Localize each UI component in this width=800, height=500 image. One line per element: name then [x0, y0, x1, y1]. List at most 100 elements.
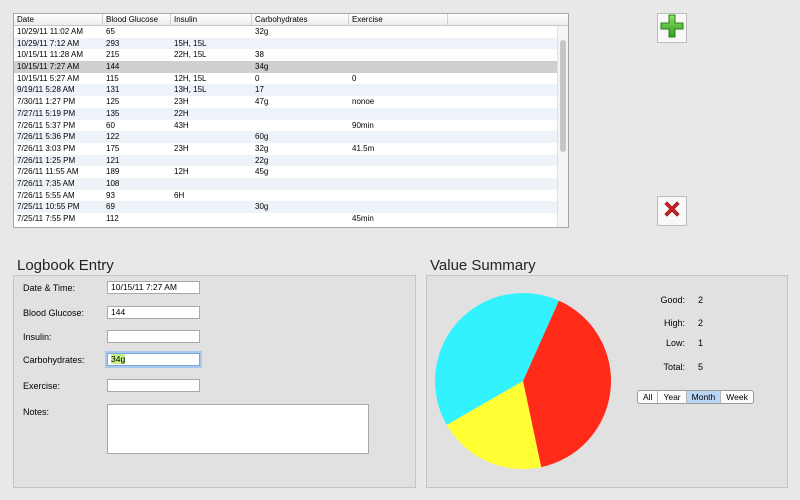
- blood-glucose-field[interactable]: 144: [107, 306, 200, 319]
- table-row[interactable]: 7/26/11 5:36 PM 122 60g: [14, 131, 558, 143]
- scrollbar-thumb[interactable]: [560, 40, 566, 152]
- table-cell: [349, 131, 448, 143]
- table-cell: 23H: [174, 97, 189, 107]
- table-row[interactable]: 7/25/11 7:55 PM 112 45min: [14, 213, 558, 225]
- table-cell: [171, 178, 252, 190]
- table-cell: 15H, 15L: [174, 38, 207, 48]
- table-cell: 34g: [255, 62, 269, 72]
- vertical-scrollbar[interactable]: [557, 26, 568, 227]
- good-label: Good:: [660, 295, 685, 305]
- logbook-table[interactable]: Date Blood Glucose Insulin Carbohydrates…: [13, 13, 569, 228]
- table-cell: 0: [352, 73, 357, 83]
- table-cell: 9/19/11 5:28 AM: [17, 85, 75, 95]
- total-value: 5: [698, 362, 704, 372]
- table-cell: 108: [106, 178, 120, 188]
- table-cell: [349, 84, 448, 96]
- table-cell: 38: [255, 50, 264, 60]
- table-cell: 0: [255, 73, 260, 83]
- table-row[interactable]: 7/27/11 5:19 PM 135 22H: [14, 107, 558, 120]
- exercise-field[interactable]: [107, 379, 200, 392]
- table-cell: 7/26/11 7:35 AM: [17, 178, 75, 188]
- table-cell: [171, 213, 252, 225]
- exercise-label: Exercise:: [23, 381, 61, 391]
- table-row[interactable]: 7/26/11 3:03 PM 175 23H 32g 41.5m: [14, 143, 558, 155]
- range-week-button[interactable]: Week: [726, 392, 748, 402]
- table-row[interactable]: 10/15/11 7:27 AM 144 34g: [14, 61, 558, 73]
- add-entry-button[interactable]: [657, 13, 687, 43]
- insulin-label: Insulin:: [23, 332, 52, 342]
- table-cell: 32g: [255, 143, 269, 153]
- pie-slice-0: [523, 300, 611, 468]
- column-header-insulin[interactable]: Insulin: [171, 14, 252, 25]
- table-row[interactable]: 7/26/11 1:25 PM 121 22g: [14, 154, 558, 167]
- table-cell: 45g: [255, 167, 269, 177]
- table-cell: 30g: [255, 202, 269, 212]
- column-header-date[interactable]: Date: [14, 14, 103, 25]
- table-cell: 122: [106, 132, 120, 142]
- table-row[interactable]: 7/25/11 10:55 PM 69 30g: [14, 201, 558, 213]
- table-row[interactable]: 7/26/11 5:55 AM 93 6H: [14, 190, 558, 202]
- logbook-entry-panel: Date & Time: 10/15/11 7:27 AM Blood Gluc…: [13, 275, 416, 488]
- table-cell: [252, 108, 349, 120]
- column-header-carbohydrates[interactable]: Carbohydrates: [252, 14, 349, 25]
- table-cell: [171, 131, 252, 143]
- table-cell: [349, 49, 448, 61]
- table-cell: [349, 155, 448, 167]
- table-cell: 135: [106, 108, 120, 118]
- table-row[interactable]: 7/26/11 5:37 PM 60 43H 90min: [14, 120, 558, 132]
- delete-entry-button[interactable]: [657, 196, 687, 226]
- table-cell: 144: [106, 62, 120, 72]
- high-value: 2: [698, 318, 704, 328]
- column-header-exercise[interactable]: Exercise: [349, 14, 448, 25]
- table-cell: 60g: [255, 132, 269, 142]
- pie-slice-2: [435, 293, 559, 425]
- table-cell: 7/26/11 11:55 AM: [17, 167, 79, 177]
- range-year-button[interactable]: Year: [658, 391, 687, 403]
- notes-field[interactable]: [107, 404, 369, 454]
- table-cell: 45min: [352, 214, 374, 223]
- table-cell: [252, 190, 349, 202]
- table-cell: 65: [106, 27, 115, 36]
- table-cell: nonoe: [352, 97, 375, 107]
- column-header-blood-glucose[interactable]: Blood Glucose: [103, 14, 171, 25]
- table-cell: [252, 38, 349, 50]
- table-cell: [171, 201, 252, 213]
- insulin-field[interactable]: [107, 330, 200, 343]
- notes-label: Notes:: [23, 407, 50, 417]
- table-cell: [349, 166, 448, 178]
- table-row[interactable]: 9/19/11 5:28 AM 131 13H, 15L 17: [14, 84, 558, 97]
- table-row[interactable]: 10/15/11 11:28 AM 215 22H, 15L 38: [14, 49, 558, 61]
- carbohydrates-field[interactable]: 34g: [107, 353, 200, 366]
- table-body: 10/29/11 11:02 AM 65 32g 10/29/11 7:12 AM 29…: [14, 26, 558, 225]
- table-cell: 17: [255, 85, 264, 95]
- value-summary-title: Value Summary: [430, 257, 536, 274]
- table-cell: 215: [106, 50, 120, 60]
- table-row[interactable]: 7/26/11 7:35 AM 108: [14, 177, 558, 190]
- plus-icon: [660, 14, 684, 43]
- table-row[interactable]: 7/26/11 11:55 AM 189 12H 45g: [14, 166, 558, 178]
- low-label: Low:: [665, 338, 685, 348]
- date-time-field[interactable]: 10/15/11 7:27 AM: [107, 281, 200, 294]
- value-summary-panel: Good: 2 High: 2 Low: 1 Total: 5 All Year M…: [426, 275, 788, 488]
- table-row[interactable]: 7/30/11 1:27 PM 125 23H 47g nonoe: [14, 96, 558, 108]
- date-time-label: Date & Time:: [23, 283, 76, 293]
- table-cell: 7/27/11 5:19 PM: [17, 108, 76, 118]
- table-cell: 13H, 15L: [174, 85, 207, 95]
- range-all-button[interactable]: All: [638, 391, 659, 403]
- table-cell: 22H, 15L: [174, 50, 207, 60]
- table-row[interactable]: 10/15/11 5:27 AM 115 12H, 15L 0 0: [14, 73, 558, 85]
- table-cell: [349, 108, 448, 120]
- table-cell: [171, 155, 252, 167]
- range-month-button[interactable]: Month: [686, 391, 722, 403]
- table-cell: 7/26/11 3:03 PM: [17, 143, 76, 153]
- table-row[interactable]: 10/29/11 11:02 AM 65 32g: [14, 26, 558, 38]
- table-cell: 7/25/11 7:55 PM: [17, 214, 76, 223]
- table-cell: 22H: [174, 108, 189, 118]
- summary-pie-chart: [435, 293, 611, 469]
- table-row[interactable]: 10/29/11 7:12 AM 293 15H, 15L: [14, 37, 558, 50]
- table-cell: 293: [106, 38, 120, 48]
- table-cell: 10/15/11 5:27 AM: [17, 73, 80, 83]
- table-cell: [349, 178, 448, 190]
- table-cell: 189: [106, 167, 120, 177]
- table-cell: 41.5m: [352, 143, 375, 153]
